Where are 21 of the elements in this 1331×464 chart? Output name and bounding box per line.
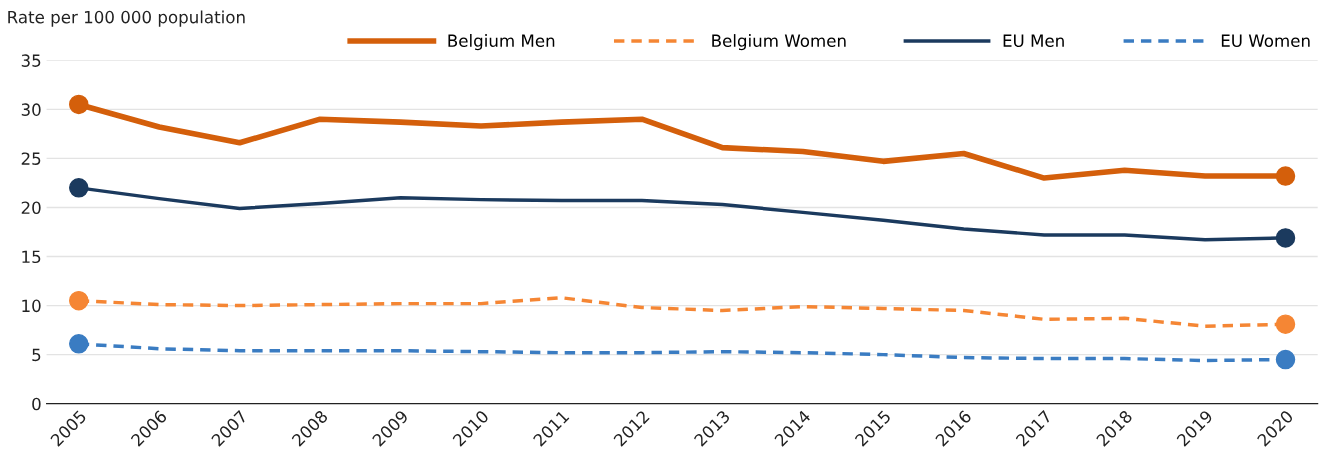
y-tick-label: 10 xyxy=(22,299,41,313)
legend-label: EU Men xyxy=(1003,34,1064,47)
y-tick-label: 5 xyxy=(32,348,41,362)
y-tick-label: 20 xyxy=(21,201,41,215)
y-tick-label: 35 xyxy=(21,54,41,67)
point xyxy=(1275,349,1296,370)
point xyxy=(69,94,89,115)
point xyxy=(69,290,89,311)
point xyxy=(69,334,89,354)
legend-label: EU Women xyxy=(1221,34,1310,47)
legend-label: Belgium Women xyxy=(712,34,846,51)
point xyxy=(1275,314,1296,334)
point xyxy=(1275,166,1296,186)
y-tick-label: 0 xyxy=(32,397,41,411)
y-tick-label: 15 xyxy=(22,250,41,264)
point xyxy=(69,178,89,198)
y-tick-label: 25 xyxy=(21,152,41,165)
y-tick-label: 30 xyxy=(21,103,41,116)
point xyxy=(1275,228,1296,248)
legend-label: Belgium Men xyxy=(448,34,555,51)
y-axis-title: Rate per 100 000 population xyxy=(8,10,245,27)
